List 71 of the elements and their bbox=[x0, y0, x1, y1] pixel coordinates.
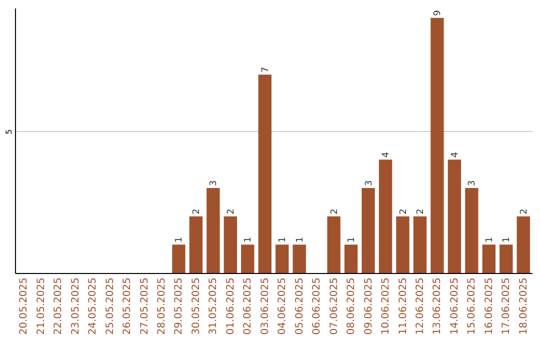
bar bbox=[430, 18, 444, 273]
bar bbox=[448, 160, 462, 273]
bar bbox=[292, 244, 306, 273]
data-label: 7 bbox=[260, 66, 271, 73]
data-label: 1 bbox=[295, 236, 306, 243]
x-tick-label: 11.06.2025 bbox=[398, 278, 409, 335]
data-label: 1 bbox=[174, 236, 185, 243]
bar bbox=[189, 216, 203, 273]
data-label: 3 bbox=[364, 180, 374, 186]
x-tick-label: 17.06.2025 bbox=[501, 278, 512, 335]
x-tick-label: 30.05.2025 bbox=[190, 278, 202, 335]
bar bbox=[224, 216, 238, 273]
data-label: 3 bbox=[209, 180, 220, 186]
x-tick-label: 25.05.2025 bbox=[104, 278, 116, 335]
x-tick-label: 05.06.2025 bbox=[294, 278, 306, 335]
x-tick-label: 29.05.2025 bbox=[174, 278, 185, 335]
data-label: 2 bbox=[192, 208, 202, 214]
bar bbox=[396, 216, 410, 273]
data-label: 1 bbox=[347, 236, 358, 243]
bar bbox=[344, 244, 358, 273]
data-label: 2 bbox=[398, 208, 409, 214]
data-label: 9 bbox=[433, 10, 444, 16]
bar bbox=[500, 244, 513, 273]
bar bbox=[362, 188, 375, 273]
y-tick-label: 5 bbox=[4, 129, 14, 134]
data-label: 2 bbox=[416, 208, 426, 214]
x-tick-label: 13.06.2025 bbox=[432, 278, 444, 335]
x-tick-label: 27.05.2025 bbox=[139, 278, 150, 335]
data-label: 1 bbox=[484, 236, 495, 243]
data-label: 2 bbox=[519, 208, 530, 214]
x-tick-label: 20.05.2025 bbox=[18, 278, 30, 335]
data-label: 1 bbox=[502, 236, 512, 243]
x-tick-label: 26.05.2025 bbox=[122, 278, 134, 335]
x-tick-label: 09.06.2025 bbox=[363, 278, 374, 335]
bar bbox=[206, 188, 220, 273]
data-label: 1 bbox=[244, 236, 254, 243]
data-label: 3 bbox=[468, 180, 478, 186]
bar bbox=[258, 74, 272, 273]
bar bbox=[482, 244, 496, 273]
x-tick-label: 10.06.2025 bbox=[380, 278, 392, 335]
x-tick-label: 14.06.2025 bbox=[449, 278, 460, 335]
x-tick-label: 28.05.2025 bbox=[156, 278, 168, 335]
data-label: 4 bbox=[450, 152, 460, 158]
bar bbox=[327, 216, 340, 273]
x-tick-label: 07.06.2025 bbox=[328, 278, 340, 335]
x-tick-label: 06.06.2025 bbox=[312, 278, 323, 335]
x-tick-label: 03.06.2025 bbox=[260, 278, 271, 335]
x-tick-label: 01.06.2025 bbox=[225, 278, 236, 335]
x-tick-label: 24.05.2025 bbox=[88, 278, 99, 335]
x-tick-label: 23.05.2025 bbox=[70, 278, 82, 335]
x-tick-label: 16.06.2025 bbox=[484, 278, 495, 335]
bar bbox=[413, 216, 427, 273]
x-tick-label: 08.06.2025 bbox=[346, 278, 358, 335]
bar bbox=[241, 244, 254, 273]
bar bbox=[276, 244, 289, 273]
bar bbox=[172, 244, 186, 273]
data-label: 2 bbox=[330, 208, 340, 214]
x-tick-label: 22.05.2025 bbox=[53, 278, 64, 335]
bar bbox=[378, 160, 392, 273]
x-tick-label: 18.06.2025 bbox=[518, 278, 530, 335]
bar bbox=[465, 188, 478, 273]
data-label: 1 bbox=[278, 236, 288, 243]
bar bbox=[516, 216, 530, 273]
x-tick-label: 04.06.2025 bbox=[277, 278, 288, 335]
x-tick-label: 12.06.2025 bbox=[414, 278, 426, 335]
data-label: 2 bbox=[226, 208, 236, 214]
data-label: 4 bbox=[382, 152, 392, 158]
x-tick-label: 15.06.2025 bbox=[466, 278, 478, 335]
x-tick-label: 21.05.2025 bbox=[36, 278, 47, 335]
x-tick-label: 02.06.2025 bbox=[242, 278, 254, 335]
x-tick-label: 31.05.2025 bbox=[208, 278, 220, 335]
